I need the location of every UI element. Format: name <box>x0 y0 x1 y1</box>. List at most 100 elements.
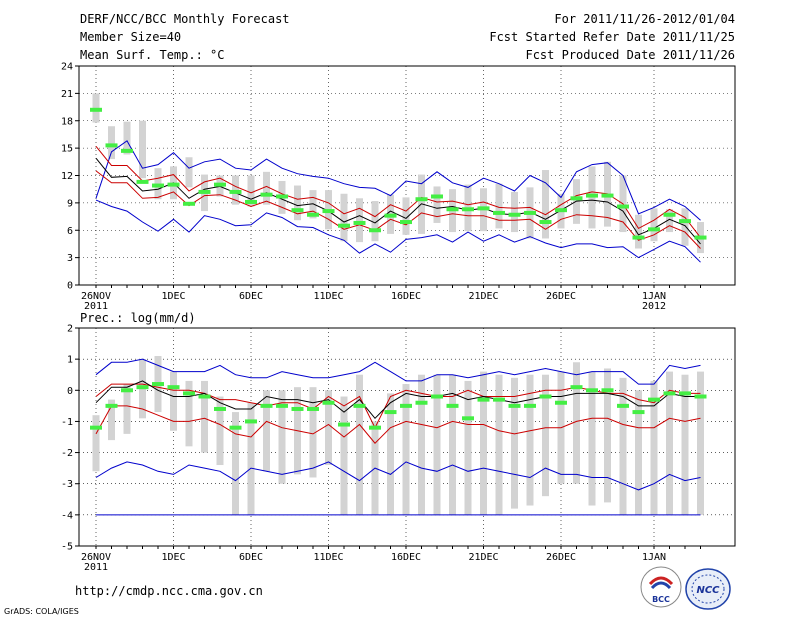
temp-xtick-label: 21DEC <box>468 291 498 302</box>
precip-ytick-label: 0 <box>67 386 73 397</box>
temp-spread-box <box>666 209 673 233</box>
temp-ensemble-marker <box>152 183 164 188</box>
temp-spread-box <box>433 186 441 223</box>
precip-spread-box <box>216 396 224 466</box>
precip-spread-box <box>526 374 534 506</box>
temp-ensemble-marker <box>322 209 335 214</box>
temp-ytick-label: 15 <box>61 144 73 155</box>
precip-spread-box <box>573 362 580 484</box>
precip-ensemble-marker <box>648 397 660 402</box>
precip-ensemble-marker <box>260 403 273 408</box>
precip-ytick-label: 1 <box>67 355 73 366</box>
produced-date: Fcst Produced Date 2011/11/26 <box>525 48 735 62</box>
precip-ensemble-marker <box>601 388 614 393</box>
precip-spread-box <box>433 374 441 515</box>
precip-spread-box <box>325 390 332 466</box>
source-url[interactable]: http://cmdp.ncc.cma.gov.cn <box>75 584 263 598</box>
temp-ensemble-marker <box>493 210 505 215</box>
precip-series-max <box>95 358 701 385</box>
temp-ensemble-marker <box>291 208 304 213</box>
precip-xtick-label: 26NOV <box>81 552 111 563</box>
temp-ensemble-marker <box>586 193 598 198</box>
precip-ensemble-marker <box>524 403 536 408</box>
temp-series-min <box>95 199 701 263</box>
bcc-logo: BCC <box>640 566 682 608</box>
precip-spread-box <box>418 374 425 515</box>
temp-ensemble-marker <box>431 194 443 199</box>
precip-ensemble-marker <box>198 394 211 399</box>
precip-ensemble-marker <box>152 382 164 387</box>
temp-series-upper <box>95 145 701 238</box>
temp-ensemble-marker <box>183 201 195 206</box>
temp-spread-box <box>542 170 549 239</box>
precip-ensemble-marker <box>431 394 443 399</box>
precip-spread-box <box>201 380 208 453</box>
precip-ytick-label: -1 <box>61 417 73 428</box>
precip-spread-box <box>92 415 100 472</box>
temp-ytick-label: 3 <box>67 253 73 264</box>
temp-series-max <box>95 140 701 221</box>
precip-ensemble-marker <box>617 403 629 408</box>
precip-ensemble-marker <box>586 388 598 393</box>
precip-spread-box <box>542 374 549 497</box>
temp-xtick-sublabel: 2012 <box>642 301 666 312</box>
precip-spread-box <box>108 399 115 441</box>
precip-ensemble-marker <box>400 403 412 408</box>
precip-ensemble-marker <box>353 403 366 408</box>
precip-ytick-label: -4 <box>61 510 73 521</box>
temp-xtick-label: 26DEC <box>546 291 576 302</box>
precip-spread-box <box>356 374 363 515</box>
precip-spread-box <box>232 412 239 515</box>
temp-ensemble-marker <box>477 206 490 211</box>
variable-label: Mean Surf. Temp.: °C <box>80 48 225 62</box>
temp-xtick-label: 1DEC <box>161 291 185 302</box>
precip-spread-box <box>278 390 286 484</box>
temp-ensemble-marker <box>229 189 242 194</box>
precip-spread-box <box>185 380 193 447</box>
precip-spread-box <box>619 377 627 515</box>
temp-ensemble-marker <box>245 199 257 204</box>
precip-ensemble-marker <box>245 419 257 424</box>
temp-xtick-label: 1JAN <box>642 291 666 302</box>
precip-spread-box <box>511 377 518 509</box>
temp-ytick-label: 0 <box>67 281 73 292</box>
temp-spread-box <box>681 208 689 246</box>
precip-ensemble-marker <box>136 385 149 390</box>
temp-ensemble-marker <box>446 207 459 212</box>
precip-spread-box <box>340 396 348 515</box>
temp-ensemble-marker <box>648 227 660 232</box>
precip-ensemble-marker <box>539 394 552 399</box>
temp-ytick-label: 18 <box>61 116 73 127</box>
precip-spread-box <box>309 387 317 478</box>
temp-series-lower <box>95 170 701 249</box>
precip-spread-box <box>449 374 456 515</box>
temp-ensemble-marker <box>663 212 676 217</box>
precip-ytick-label: -5 <box>61 542 73 553</box>
grads-credit: GrADS: COLA/IGES <box>4 607 79 616</box>
temp-xtick-sublabel: 2011 <box>84 301 108 312</box>
precip-ensemble-marker <box>167 385 180 390</box>
temp-ensemble-marker <box>260 192 273 197</box>
precip-ensemble-marker <box>570 385 583 390</box>
precip-series-lower <box>95 405 701 444</box>
precip-spread-box <box>263 390 270 472</box>
precip-ytick-label: -3 <box>61 479 73 490</box>
temp-ensemble-marker <box>307 212 319 217</box>
temp-spread-box <box>294 185 301 221</box>
precip-ensemble-marker <box>415 400 428 405</box>
precip-ensemble-marker <box>214 406 226 411</box>
temp-ytick-label: 6 <box>67 226 73 237</box>
precip-ensemble-marker <box>105 403 118 408</box>
temp-spread-box <box>263 171 270 205</box>
precip-ensemble-marker <box>632 410 645 415</box>
precip-ensemble-marker <box>121 388 133 393</box>
precip-ensemble-marker <box>90 425 102 430</box>
precip-ensemble-marker <box>446 403 459 408</box>
temp-series-mean <box>95 157 701 245</box>
temp-ensemble-marker <box>276 194 288 199</box>
temp-ensemble-marker <box>167 182 180 187</box>
precip-ensemble-marker <box>508 403 521 408</box>
precip-ensemble-marker <box>477 397 490 402</box>
temp-ensemble-marker <box>338 223 350 228</box>
precip-spread-box <box>247 402 255 515</box>
